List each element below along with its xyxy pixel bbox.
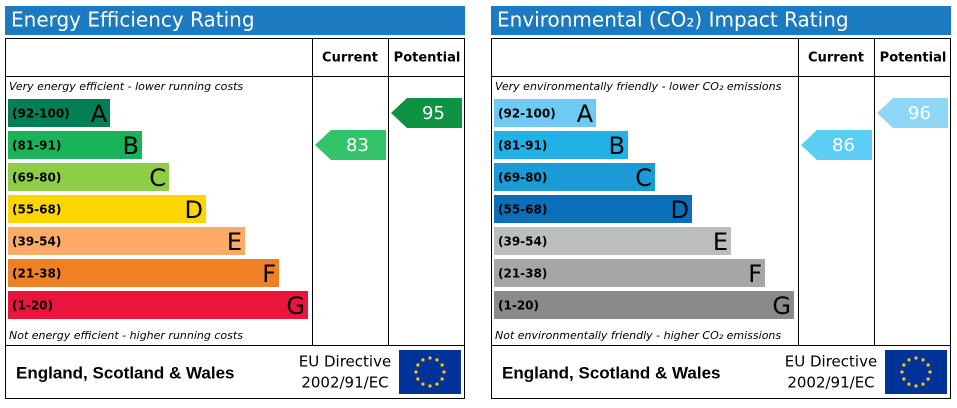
eu-star [435,382,439,386]
band-letter: G [772,292,791,320]
title-bar [491,6,951,35]
eu-star [902,377,906,381]
band [8,259,279,287]
eu-star [921,382,925,386]
band-range: (39-54) [498,235,547,249]
eu-star [416,363,420,367]
band-range: (55-68) [498,203,547,217]
frame [5,38,465,399]
band [494,195,692,223]
band-letter: F [262,260,276,288]
band-range: (1-20) [12,299,53,313]
band-range: (69-80) [12,171,61,185]
directive: EU Directive [299,353,391,371]
band [494,163,655,191]
column-header: Current [322,51,378,66]
eu-star [907,358,911,362]
rating-panel: Energy Efficiency Rating Current Potential… [5,6,465,399]
bottom-note: Not energy efficient - higher running co… [9,329,243,342]
eu-star [428,384,432,388]
eu-star [902,363,906,367]
band-range: (92-100) [12,107,70,121]
band [8,99,110,127]
eu-star [435,358,439,362]
band-range: (21-38) [12,267,61,281]
band [8,163,169,191]
band-range: (69-80) [498,171,547,185]
frame [491,38,951,399]
band-range: (39-54) [12,235,61,249]
rating-value: 86 [832,135,855,156]
rating-arrow [801,130,872,160]
directive: 2002/91/EC [787,374,874,392]
band [8,227,245,255]
eu-star [921,358,925,362]
band [494,227,731,255]
band-letter: E [713,228,728,256]
rating-value: 95 [422,103,445,124]
eu-star [421,358,425,362]
band-letter: B [123,132,139,160]
directive: EU Directive [785,353,877,371]
band-range: (81-91) [12,139,61,153]
band-range: (81-91) [498,139,547,153]
band-range: (92-100) [498,107,556,121]
panel-title: Environmental (CO₂) Impact Rating [497,8,849,32]
eu-star [442,370,446,374]
band-letter: G [286,292,305,320]
band-range: (1-20) [498,299,539,313]
band [494,131,628,159]
rating-arrow [391,98,462,128]
band-letter: A [577,100,594,128]
panel-title: Energy Efficiency Rating [11,8,255,32]
band [8,291,308,319]
band [494,259,765,287]
rating-value: 83 [346,135,369,156]
band-letter: D [185,196,203,224]
band-letter: C [635,164,652,192]
eu-star [907,382,911,386]
region: England, Scotland & Wales [16,363,235,382]
eu-star [440,377,444,381]
band-letter: D [671,196,689,224]
band-letter: A [91,100,108,128]
title-bar [5,6,465,35]
rating-arrow [877,98,948,128]
eu-star [926,363,930,367]
eu-star [440,363,444,367]
band [494,99,596,127]
bottom-note: Not environmentally friendly - higher CO… [495,329,781,342]
eu-star [914,356,918,360]
eu-star [416,377,420,381]
rating-arrow [315,130,386,160]
column-header: Potential [394,51,461,66]
eu-star [928,370,932,374]
directive: 2002/91/EC [301,374,388,392]
band [8,131,142,159]
band-range: (55-68) [12,203,61,217]
eu-star [421,382,425,386]
eu-star [926,377,930,381]
rating-panel: Environmental (CO₂) Impact Rating Current… [491,6,951,399]
rating-value: 96 [908,103,931,124]
eu-star [900,370,904,374]
band-letter: E [227,228,242,256]
band-letter: F [748,260,762,288]
eu-star [914,384,918,388]
column-header: Potential [880,51,947,66]
band-range: (21-38) [498,267,547,281]
eu-star [414,370,418,374]
region: England, Scotland & Wales [502,363,721,382]
band [8,195,206,223]
band-letter: C [149,164,166,192]
eu-star [428,356,432,360]
band [494,291,794,319]
band-letter: B [609,132,625,160]
top-note: Very environmentally friendly - lower CO… [495,80,782,93]
column-header: Current [808,51,864,66]
top-note: Very energy efficient - lower running co… [9,80,243,93]
